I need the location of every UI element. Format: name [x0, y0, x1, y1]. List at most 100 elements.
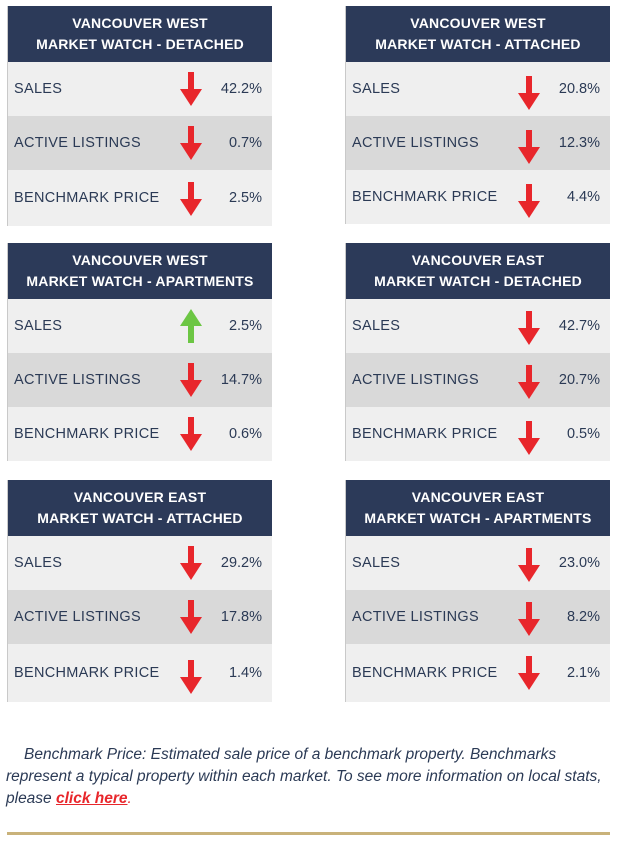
card-header: VANCOUVER WEST MARKET WATCH - DETACHED — [8, 6, 272, 62]
card-header: VANCOUVER WEST MARKET WATCH - APARTMENTS — [8, 243, 272, 299]
stat-label: ACTIVE LISTINGS — [352, 135, 479, 151]
arrow-down-icon — [518, 311, 540, 345]
stat-row-sales: SALES 42.7% — [346, 299, 610, 353]
card-header: VANCOUVER EAST MARKET WATCH - ATTACHED — [8, 480, 272, 536]
stat-value: 2.5% — [228, 318, 262, 334]
stat-value: 0.5% — [566, 426, 600, 442]
stat-row-sales: SALES 20.8% — [346, 62, 610, 116]
stat-row-sales: SALES 42.2% — [8, 62, 272, 116]
stat-value: 2.5% — [228, 190, 262, 206]
arrow-down-icon — [518, 656, 540, 690]
arrow-down-icon — [518, 548, 540, 582]
card-header: VANCOUVER WEST MARKET WATCH - ATTACHED — [346, 6, 610, 62]
stat-label: SALES — [352, 555, 401, 571]
arrow-down-icon — [180, 182, 202, 216]
stat-value: 0.6% — [228, 426, 262, 442]
stat-label: ACTIVE LISTINGS — [14, 372, 141, 388]
stat-value: 1.4% — [228, 665, 262, 681]
card-title-type: MARKET WATCH - APARTMENTS — [364, 510, 592, 526]
stat-row-sales: SALES 29.2% — [8, 536, 272, 590]
arrow-down-icon — [180, 72, 202, 106]
stat-row-benchmark-price: BENCHMARK PRICE 2.5% — [8, 170, 272, 226]
stat-value: 29.2% — [220, 555, 262, 571]
arrow-down-icon — [180, 126, 202, 160]
stat-value: 4.4% — [566, 189, 600, 205]
market-card-vw-attached: VANCOUVER WEST MARKET WATCH - ATTACHED S… — [345, 6, 610, 224]
card-title-region: VANCOUVER EAST — [411, 252, 545, 268]
stat-row-active-listings: ACTIVE LISTINGS 12.3% — [346, 116, 610, 170]
stat-row-active-listings: ACTIVE LISTINGS 0.7% — [8, 116, 272, 170]
stat-row-active-listings: ACTIVE LISTINGS 14.7% — [8, 353, 272, 407]
stat-label: SALES — [14, 318, 63, 334]
divider-line — [7, 832, 610, 835]
click-here-link[interactable]: click here — [55, 789, 128, 807]
stat-row-benchmark-price: BENCHMARK PRICE 2.1% — [346, 644, 610, 702]
stat-label: BENCHMARK PRICE — [14, 190, 160, 206]
market-card-vw-detached: VANCOUVER WEST MARKET WATCH - DETACHED S… — [7, 6, 272, 226]
card-title-region: VANCOUVER EAST — [73, 489, 207, 505]
card-header: VANCOUVER EAST MARKET WATCH - DETACHED — [346, 243, 610, 299]
stat-label: BENCHMARK PRICE — [14, 665, 160, 681]
stat-label: SALES — [14, 555, 63, 571]
stat-label: SALES — [352, 318, 401, 334]
arrow-up-icon — [180, 309, 202, 343]
card-title-type: MARKET WATCH - APARTMENTS — [26, 273, 254, 289]
card-title-region: VANCOUVER WEST — [72, 15, 208, 31]
note-text: Benchmark Price: Estimated sale price of… — [6, 745, 602, 807]
stat-label: BENCHMARK PRICE — [14, 426, 160, 442]
stat-value: 17.8% — [220, 609, 262, 625]
stat-label: ACTIVE LISTINGS — [14, 609, 141, 625]
stat-label: ACTIVE LISTINGS — [352, 372, 479, 388]
arrow-down-icon — [180, 600, 202, 634]
arrow-down-icon — [518, 130, 540, 164]
arrow-down-icon — [518, 602, 540, 636]
stat-label: BENCHMARK PRICE — [352, 665, 498, 681]
stat-row-benchmark-price: BENCHMARK PRICE 0.6% — [8, 407, 272, 461]
stat-value: 20.8% — [558, 81, 600, 97]
stat-label: SALES — [352, 81, 401, 97]
card-title-type: MARKET WATCH - DETACHED — [374, 273, 582, 289]
card-title-type: MARKET WATCH - ATTACHED — [375, 36, 581, 52]
stat-label: ACTIVE LISTINGS — [352, 609, 479, 625]
stat-row-active-listings: ACTIVE LISTINGS 8.2% — [346, 590, 610, 644]
stat-row-active-listings: ACTIVE LISTINGS 17.8% — [8, 590, 272, 644]
stat-row-sales: SALES 2.5% — [8, 299, 272, 353]
arrow-down-icon — [518, 365, 540, 399]
stat-row-benchmark-price: BENCHMARK PRICE 4.4% — [346, 170, 610, 224]
card-title-type: MARKET WATCH - ATTACHED — [37, 510, 243, 526]
market-card-ve-apartments: VANCOUVER EAST MARKET WATCH - APARTMENTS… — [345, 480, 610, 702]
market-card-ve-attached: VANCOUVER EAST MARKET WATCH - ATTACHED S… — [7, 480, 272, 702]
stat-value: 8.2% — [566, 609, 600, 625]
arrow-down-icon — [180, 660, 202, 694]
stat-row-active-listings: ACTIVE LISTINGS 20.7% — [346, 353, 610, 407]
arrow-down-icon — [518, 421, 540, 455]
arrow-down-icon — [180, 417, 202, 451]
stat-value: 12.3% — [558, 135, 600, 151]
stat-label: SALES — [14, 81, 63, 97]
benchmark-note: Benchmark Price: Estimated sale price of… — [6, 744, 606, 810]
stat-value: 42.7% — [558, 318, 600, 334]
stat-value: 20.7% — [558, 372, 600, 388]
arrow-down-icon — [180, 546, 202, 580]
stat-row-benchmark-price: BENCHMARK PRICE 1.4% — [8, 644, 272, 702]
stat-label: BENCHMARK PRICE — [352, 189, 498, 205]
market-card-ve-detached: VANCOUVER EAST MARKET WATCH - DETACHED S… — [345, 243, 610, 461]
card-header: VANCOUVER EAST MARKET WATCH - APARTMENTS — [346, 480, 610, 536]
arrow-down-icon — [518, 76, 540, 110]
card-title-region: VANCOUVER WEST — [72, 252, 208, 268]
card-title-type: MARKET WATCH - DETACHED — [36, 36, 244, 52]
note-trailing: . — [127, 789, 132, 807]
card-title-region: VANCOUVER WEST — [410, 15, 546, 31]
stat-value: 0.7% — [228, 135, 262, 151]
stat-row-benchmark-price: BENCHMARK PRICE 0.5% — [346, 407, 610, 461]
stat-value: 2.1% — [566, 665, 600, 681]
market-card-vw-apartments: VANCOUVER WEST MARKET WATCH - APARTMENTS… — [7, 243, 272, 461]
stat-label: ACTIVE LISTINGS — [14, 135, 141, 151]
arrow-down-icon — [180, 363, 202, 397]
stat-value: 42.2% — [220, 81, 262, 97]
stat-value: 23.0% — [558, 555, 600, 571]
card-title-region: VANCOUVER EAST — [411, 489, 545, 505]
stat-row-sales: SALES 23.0% — [346, 536, 610, 590]
stat-value: 14.7% — [220, 372, 262, 388]
stat-label: BENCHMARK PRICE — [352, 426, 498, 442]
